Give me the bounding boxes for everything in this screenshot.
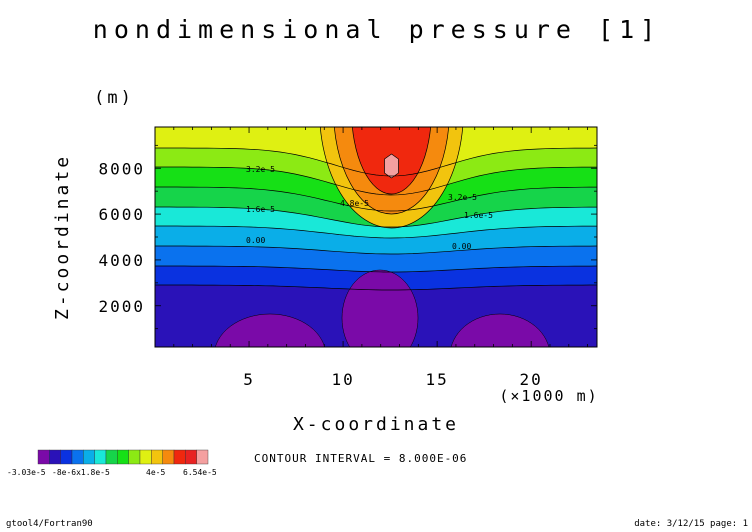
colorbar-swatch	[117, 449, 129, 465]
colorbar-swatch	[94, 449, 107, 465]
chart-title: nondimensional pressure [1]	[93, 15, 661, 44]
contour-line	[155, 206, 597, 228]
contour-line	[155, 225, 597, 239]
contour-label: 3.2e-5	[246, 165, 275, 174]
contour-label: 4.8e-5	[340, 199, 369, 208]
colorbar-swatch	[128, 449, 141, 465]
contour-label: 0.00	[246, 236, 265, 245]
colorbar-swatch	[105, 449, 118, 465]
contour-plot	[155, 127, 597, 347]
colorbar-tick-label: 4e-5	[146, 468, 165, 477]
contour-line	[155, 147, 597, 177]
y-tick-label: 4000	[98, 251, 145, 270]
colorbar-swatch	[173, 449, 186, 465]
x-tick-label: 5	[243, 370, 255, 389]
colorbar-min-label: -3.03e-5	[7, 468, 46, 477]
contour-label: 0.00	[452, 242, 471, 251]
colorbar-swatch	[139, 449, 152, 465]
contour-label: 1.6e-5	[246, 205, 275, 214]
contour-band	[450, 313, 550, 347]
footer-left: gtool4/Fortran90	[6, 519, 93, 529]
contour-line	[155, 245, 597, 255]
colorbar-max-label: 6.54e-5	[183, 468, 217, 477]
y-tick-label: 6000	[98, 205, 145, 224]
colorbar-swatch	[83, 449, 95, 465]
x-axis-label: X-coordinate	[293, 414, 459, 435]
contour-line	[155, 186, 597, 212]
contour-line	[155, 166, 597, 196]
contour-band	[341, 269, 419, 347]
colorbar-mid-label: -8e-6x1.8e-5	[52, 468, 110, 477]
contour-label: 3.2e-5	[448, 193, 477, 202]
contour-labels: 3.2e-5 4.8e-5 3.2e-5 1.6e-5 1.6e-5 0.00 0.00	[246, 165, 493, 251]
x-tick-label: 10	[331, 370, 354, 389]
colorbar-swatch	[185, 449, 197, 465]
x-tick-label: 20	[520, 370, 543, 389]
y-tick-label: 8000	[98, 159, 145, 178]
contour-line	[155, 265, 597, 273]
max-contour	[384, 153, 399, 179]
colorbar-swatch	[162, 449, 175, 465]
x-axis-units: (×1000 m)	[499, 387, 598, 405]
x-tick-label: 15	[425, 370, 448, 389]
contour-band	[215, 313, 325, 347]
contour-interval-text: CONTOUR INTERVAL = 8.000E-06	[254, 452, 467, 465]
contour-label: 1.6e-5	[464, 211, 493, 220]
colorbar-swatch	[60, 449, 73, 465]
colorbar-swatch	[196, 449, 209, 465]
colorbar-swatch	[71, 449, 84, 465]
colorbar-swatch	[37, 449, 50, 465]
y-axis-units: (m)	[94, 88, 134, 108]
x-axis: 5 10 15 20	[173, 127, 588, 389]
colorbar	[37, 449, 209, 465]
contour-line	[155, 284, 597, 291]
colorbar-swatch	[151, 449, 163, 465]
footer-right: date: 3/12/15 page: 1	[634, 519, 748, 529]
y-axis-label: Z-coordinate	[52, 154, 73, 320]
y-tick-label: 2000	[98, 297, 145, 316]
y-axis: 2000 4000 6000 8000	[98, 144, 597, 330]
colorbar-swatch	[49, 449, 61, 465]
